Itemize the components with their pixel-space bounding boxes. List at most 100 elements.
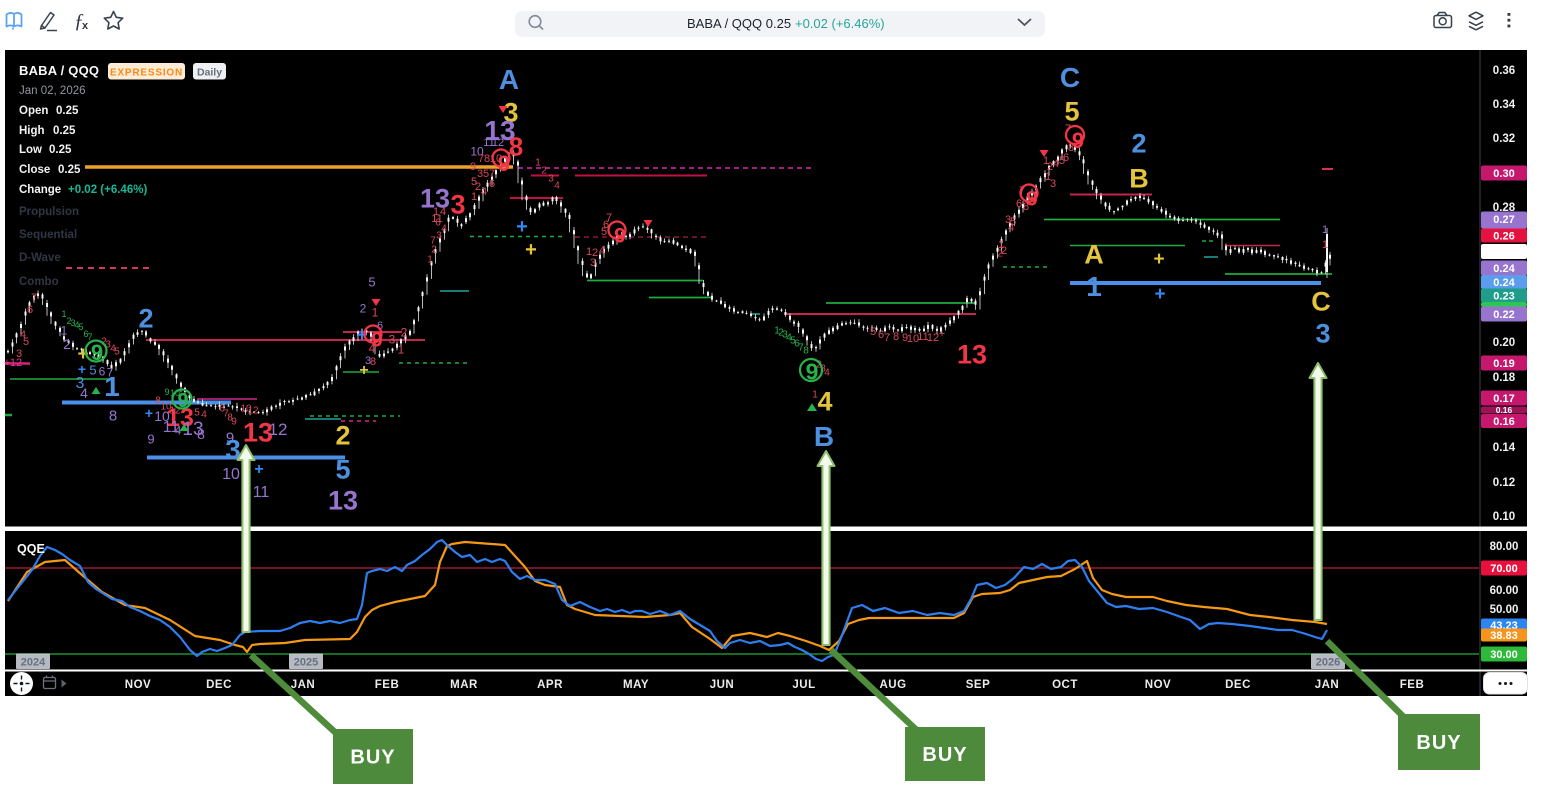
svg-text:2: 2 [778, 328, 784, 339]
svg-text:4: 4 [441, 224, 447, 235]
svg-text:10: 10 [240, 404, 252, 415]
svg-text:+0.02 (+6.46%): +0.02 (+6.46%) [795, 16, 885, 31]
svg-text:3: 3 [477, 168, 483, 180]
svg-text:8: 8 [484, 153, 490, 165]
svg-text:7: 7 [606, 212, 612, 224]
svg-text:12: 12 [269, 420, 288, 439]
svg-text:2: 2 [816, 360, 822, 371]
svg-text:2: 2 [63, 336, 71, 352]
svg-text:0.10: 0.10 [1493, 511, 1515, 523]
svg-text:D-Wave: D-Wave [19, 252, 61, 264]
svg-text:5: 5 [89, 363, 96, 378]
svg-text:6: 6 [27, 304, 33, 316]
svg-text:4: 4 [201, 410, 207, 421]
svg-text:0.25: 0.25 [58, 164, 81, 176]
svg-text:1: 1 [812, 390, 818, 401]
svg-text:6: 6 [489, 178, 495, 190]
svg-text:6: 6 [1016, 198, 1022, 210]
svg-text:C: C [1060, 62, 1080, 93]
svg-text:6: 6 [219, 404, 225, 415]
svg-text:+: + [78, 361, 86, 377]
svg-text:3: 3 [389, 332, 396, 346]
svg-text:2: 2 [101, 337, 107, 348]
svg-text:4: 4 [175, 423, 182, 437]
svg-text:3: 3 [76, 375, 85, 392]
svg-text:10: 10 [907, 333, 919, 345]
svg-text:+: + [1154, 284, 1165, 305]
svg-text:0.24: 0.24 [1493, 263, 1515, 275]
svg-text:1: 1 [1045, 171, 1051, 183]
svg-text:+: + [359, 362, 368, 379]
svg-text:8: 8 [1068, 142, 1074, 154]
svg-text:NOV: NOV [1145, 679, 1171, 691]
svg-text:80.00: 80.00 [1490, 541, 1519, 553]
svg-text:5: 5 [114, 347, 120, 358]
svg-text:9: 9 [91, 340, 103, 365]
svg-text:2: 2 [1131, 129, 1146, 159]
svg-text:MAR: MAR [450, 679, 478, 691]
svg-text:1: 1 [1322, 224, 1328, 236]
svg-text:0.32: 0.32 [1493, 133, 1515, 145]
svg-text:DEC: DEC [1225, 679, 1251, 691]
svg-text:0.18: 0.18 [1493, 372, 1516, 384]
svg-text:7: 7 [478, 153, 484, 165]
svg-text:BABA / QQQ 0.25: BABA / QQQ 0.25 [687, 16, 791, 31]
svg-text:13: 13 [420, 184, 450, 214]
svg-text:+0.02 (+6.46%): +0.02 (+6.46%) [68, 184, 147, 196]
svg-text:BUY: BUY [350, 747, 395, 769]
svg-text:8: 8 [370, 356, 376, 368]
svg-text:12: 12 [169, 406, 181, 417]
svg-text:9: 9 [1072, 128, 1084, 153]
svg-text:x: x [82, 20, 89, 32]
svg-text:4: 4 [80, 385, 88, 401]
svg-text:5: 5 [335, 455, 350, 485]
svg-text:1: 1 [1043, 155, 1049, 167]
svg-text:7: 7 [1019, 185, 1025, 197]
svg-text:Combo: Combo [19, 276, 59, 288]
svg-text:2: 2 [997, 249, 1003, 260]
svg-text:9: 9 [231, 417, 237, 428]
svg-text:APR: APR [537, 679, 563, 691]
svg-text:5: 5 [194, 408, 200, 419]
svg-text:0.19: 0.19 [1493, 358, 1514, 370]
svg-text:6: 6 [83, 329, 88, 339]
svg-text:NOV: NOV [125, 679, 151, 691]
svg-text:8: 8 [197, 426, 205, 442]
svg-text:6: 6 [878, 329, 884, 341]
svg-text:9: 9 [806, 358, 819, 384]
svg-text:2024: 2024 [21, 657, 46, 669]
svg-text:12: 12 [10, 357, 22, 369]
svg-text:8: 8 [893, 331, 899, 343]
svg-text:5: 5 [1059, 155, 1065, 167]
svg-text:7: 7 [798, 343, 804, 354]
svg-text:Propulsion: Propulsion [19, 206, 79, 218]
svg-text:8: 8 [1023, 201, 1029, 213]
svg-text:0.25: 0.25 [56, 105, 79, 117]
svg-text:0.25: 0.25 [49, 144, 72, 156]
svg-text:2: 2 [592, 247, 598, 259]
svg-text:4: 4 [1008, 222, 1014, 234]
svg-text:12: 12 [492, 137, 504, 149]
svg-text:+: + [145, 405, 153, 421]
svg-text:9: 9 [164, 387, 169, 397]
svg-text:3: 3 [1005, 214, 1011, 226]
svg-text:EXPRESSION: EXPRESSION [110, 68, 183, 79]
svg-text:2: 2 [401, 325, 408, 339]
svg-text:8: 8 [227, 413, 233, 424]
svg-text:30.00: 30.00 [1490, 649, 1518, 661]
svg-text:1: 1 [535, 158, 541, 169]
svg-text:11: 11 [253, 484, 270, 501]
svg-text:B: B [814, 421, 834, 452]
svg-text:3: 3 [436, 231, 442, 242]
svg-text:4: 4 [824, 368, 830, 379]
svg-text:3: 3 [548, 174, 554, 185]
svg-text:0.34: 0.34 [1493, 99, 1516, 111]
svg-text:3: 3 [105, 340, 111, 351]
svg-text:11: 11 [163, 419, 180, 436]
svg-text:SEP: SEP [966, 679, 991, 691]
svg-text:9: 9 [614, 225, 626, 248]
svg-text:+: + [356, 325, 367, 346]
svg-text:7: 7 [430, 236, 436, 247]
svg-text:10: 10 [470, 144, 484, 158]
svg-text:5: 5 [78, 322, 83, 332]
